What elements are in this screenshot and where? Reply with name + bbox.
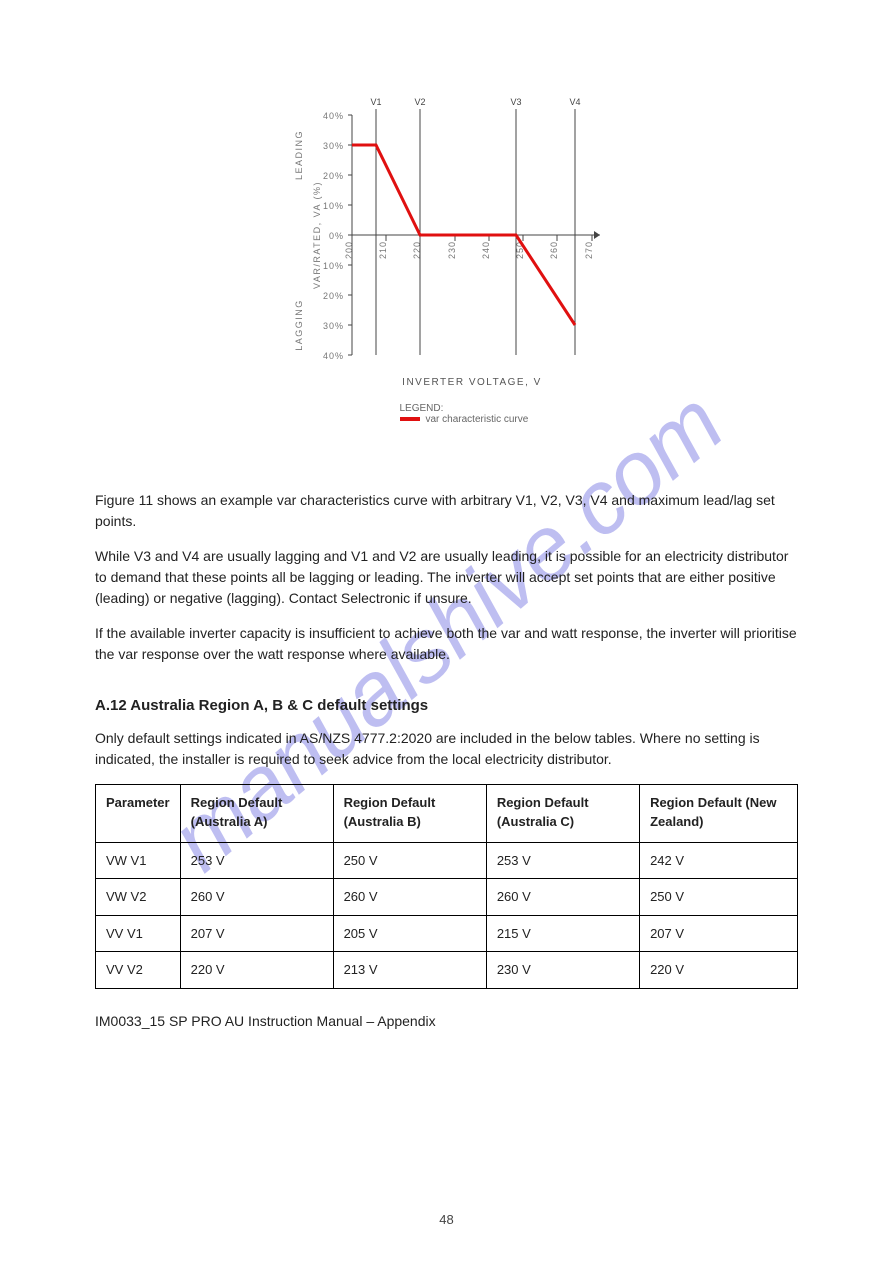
table-cell: 205 V <box>333 915 486 952</box>
table-header: Parameter <box>96 784 181 842</box>
x-axis-ticks: 200 210 220 230 240 250 260 270 <box>344 235 594 259</box>
table-cell: 242 V <box>640 842 798 879</box>
legend-item-label: var characteristic curve <box>426 414 529 425</box>
table-cell: 215 V <box>486 915 639 952</box>
svg-text:210: 210 <box>378 241 388 259</box>
svg-text:20%: 20% <box>322 171 343 181</box>
chart-legend: LEGEND: var characteristic curve <box>400 403 612 425</box>
table-cell: VV V2 <box>96 952 181 989</box>
v-labels: V1 V2 V3 V4 <box>370 97 580 107</box>
y-tick-marks <box>348 115 352 355</box>
page-number: 48 <box>439 1212 453 1227</box>
table-cell: 253 V <box>486 842 639 879</box>
table-cell: 220 V <box>180 952 333 989</box>
paragraph-3: If the available inverter capacity is in… <box>95 623 798 665</box>
chart-container: 40% 30% 20% 10% 0% 10% 20% 30% 40% <box>282 95 612 425</box>
svg-text:230: 230 <box>447 241 457 259</box>
svg-text:270: 270 <box>584 241 594 259</box>
paragraph-1: Figure 11 shows an example var character… <box>95 490 798 532</box>
legend-item: var characteristic curve <box>400 414 612 425</box>
svg-text:10%: 10% <box>322 201 343 211</box>
y-leading-label: LEADING <box>294 130 304 180</box>
svg-text:V1: V1 <box>370 97 381 107</box>
table-cell: 207 V <box>180 915 333 952</box>
table-row: VV V1 207 V 205 V 215 V 207 V <box>96 915 798 952</box>
table-cell: VW V1 <box>96 842 181 879</box>
paragraph-2: While V3 and V4 are usually lagging and … <box>95 546 798 609</box>
section-heading: A.12 Australia Region A, B & C default s… <box>95 695 798 718</box>
svg-text:30%: 30% <box>322 141 343 151</box>
table-header: Region Default (Australia A) <box>180 784 333 842</box>
table-header: Region Default (Australia B) <box>333 784 486 842</box>
svg-text:V4: V4 <box>569 97 580 107</box>
legend-swatch <box>400 417 420 421</box>
section-intro: Only default settings indicated in AS/NZ… <box>95 728 798 770</box>
svg-text:40%: 40% <box>322 111 343 121</box>
legend-title: LEGEND: <box>400 403 612 414</box>
svg-text:V2: V2 <box>414 97 425 107</box>
table-cell: 220 V <box>640 952 798 989</box>
table-row: VW V1 253 V 250 V 253 V 242 V <box>96 842 798 879</box>
svg-text:40%: 40% <box>322 351 343 361</box>
table-header: Region Default (Australia C) <box>486 784 639 842</box>
y-axis-ticks: 40% 30% 20% 10% 0% 10% 20% 30% 40% <box>322 111 343 361</box>
table-cell: 230 V <box>486 952 639 989</box>
svg-text:V3: V3 <box>510 97 521 107</box>
table-cell: 260 V <box>180 879 333 916</box>
y-axis-title: VAR/RATED, VA (%) <box>312 181 322 289</box>
svg-text:0%: 0% <box>328 231 343 241</box>
svg-text:260: 260 <box>549 241 559 259</box>
table-cell: 207 V <box>640 915 798 952</box>
body-content: Figure 11 shows an example var character… <box>95 490 798 1046</box>
table-header-row: Parameter Region Default (Australia A) R… <box>96 784 798 842</box>
svg-text:10%: 10% <box>322 261 343 271</box>
table-cell: 250 V <box>333 842 486 879</box>
footer-note: IM0033_15 SP PRO AU Instruction Manual –… <box>95 1011 798 1032</box>
table-cell: 260 V <box>333 879 486 916</box>
y-lagging-label: LAGGING <box>294 299 304 351</box>
svg-text:240: 240 <box>481 241 491 259</box>
table-row: VV V2 220 V 213 V 230 V 220 V <box>96 952 798 989</box>
table-cell: 250 V <box>640 879 798 916</box>
x-axis-arrow <box>594 231 600 239</box>
table-cell: VW V2 <box>96 879 181 916</box>
x-axis-title: INVERTER VOLTAGE, V <box>402 377 542 388</box>
svg-text:200: 200 <box>344 241 354 259</box>
var-characteristic-chart: 40% 30% 20% 10% 0% 10% 20% 30% 40% <box>282 95 612 395</box>
table-cell: 260 V <box>486 879 639 916</box>
v-reference-lines <box>376 109 575 355</box>
table-cell: 253 V <box>180 842 333 879</box>
region-defaults-table: Parameter Region Default (Australia A) R… <box>95 784 798 989</box>
svg-text:20%: 20% <box>322 291 343 301</box>
table-header: Region Default (New Zealand) <box>640 784 798 842</box>
svg-text:30%: 30% <box>322 321 343 331</box>
table-cell: VV V1 <box>96 915 181 952</box>
table-row: VW V2 260 V 260 V 260 V 250 V <box>96 879 798 916</box>
table-cell: 213 V <box>333 952 486 989</box>
